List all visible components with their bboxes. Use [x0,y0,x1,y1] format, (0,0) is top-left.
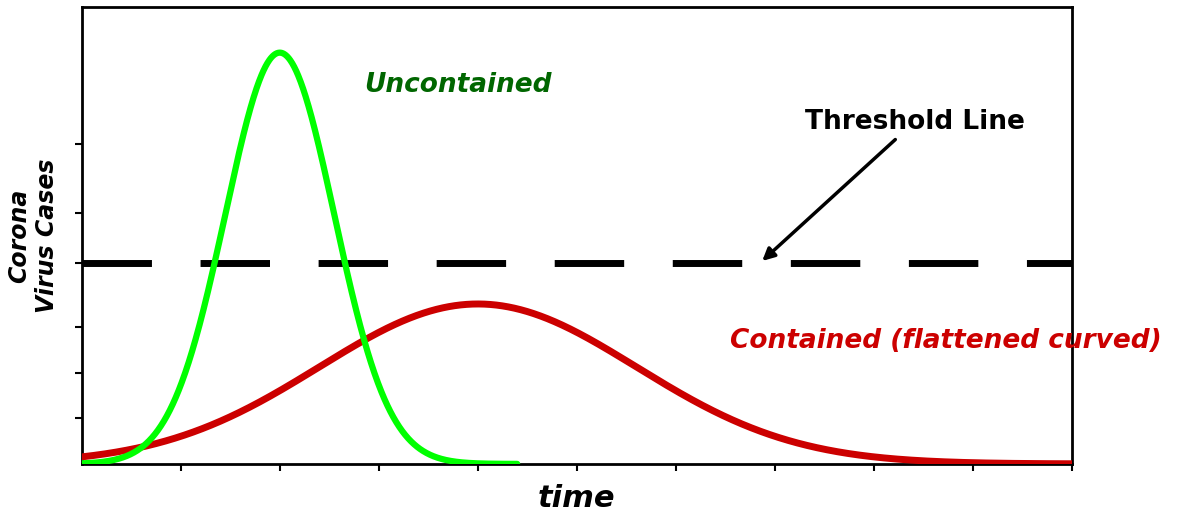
Text: Contained (flattened curved): Contained (flattened curved) [731,328,1162,354]
Text: Uncontained: Uncontained [364,72,552,98]
X-axis label: time: time [538,484,615,513]
Y-axis label: Corona
Virus Cases: Corona Virus Cases [7,158,58,313]
Text: Threshold Line: Threshold Line [765,109,1025,258]
